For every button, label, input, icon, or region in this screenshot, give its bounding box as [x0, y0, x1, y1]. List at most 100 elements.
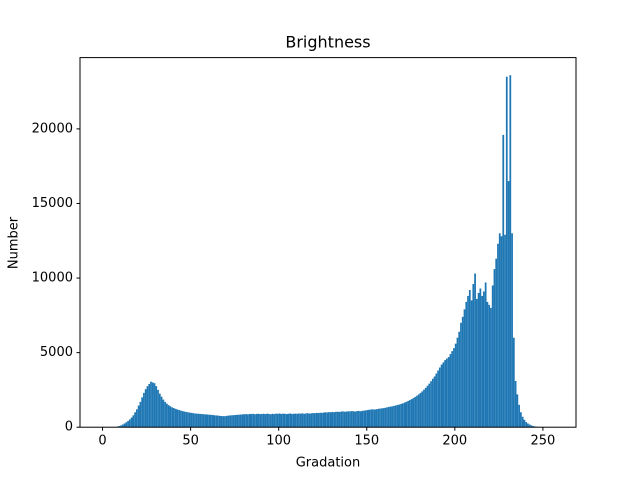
bar — [257, 413, 260, 428]
bar — [416, 395, 418, 428]
bar — [500, 236, 503, 428]
bar — [490, 307, 492, 428]
bar — [269, 414, 272, 428]
bar — [525, 421, 528, 428]
bar — [158, 393, 161, 428]
bar — [350, 411, 353, 428]
bar — [155, 386, 158, 428]
bar — [444, 360, 447, 428]
bars — [111, 75, 545, 428]
bar — [356, 411, 358, 428]
bar — [217, 415, 219, 428]
bar — [150, 381, 152, 428]
bar — [417, 394, 420, 428]
x-tick-label: 250 — [530, 434, 555, 449]
x-tick-label: 100 — [266, 434, 291, 449]
bar — [405, 401, 408, 428]
bar — [299, 413, 302, 428]
bar — [331, 411, 334, 428]
bar — [516, 394, 519, 428]
bar — [505, 76, 508, 428]
bar — [285, 414, 288, 428]
bar — [305, 413, 307, 428]
bar — [379, 408, 381, 428]
bar — [409, 400, 411, 428]
bar — [167, 405, 170, 428]
bar — [527, 423, 529, 428]
bar — [359, 411, 362, 428]
bar — [202, 414, 205, 428]
bar — [292, 413, 295, 428]
bar — [349, 411, 351, 428]
bar — [483, 291, 485, 428]
bar — [232, 415, 235, 428]
bar — [127, 420, 129, 428]
x-tick-label: 50 — [182, 434, 199, 449]
bar — [474, 273, 476, 428]
x-tick-label: 150 — [354, 434, 379, 449]
bar — [502, 134, 505, 428]
y-tick-label: 10000 — [32, 271, 73, 286]
bar — [271, 413, 274, 428]
y-axis-label: Number — [7, 216, 22, 269]
bar — [264, 414, 267, 428]
bar — [324, 412, 327, 428]
y-tick-label: 5000 — [40, 345, 73, 360]
bar — [162, 399, 165, 428]
bar — [294, 413, 297, 428]
bar — [465, 301, 468, 428]
bar — [481, 295, 483, 428]
bar — [143, 392, 145, 428]
bar — [423, 389, 425, 428]
bar — [424, 387, 427, 428]
bar — [396, 404, 399, 428]
bar — [477, 292, 480, 428]
bar — [504, 234, 506, 428]
x-tick-label: 200 — [442, 434, 467, 449]
bar — [224, 416, 226, 428]
bar — [398, 404, 401, 428]
bar — [530, 425, 533, 428]
bar — [467, 295, 469, 428]
bar — [141, 397, 144, 428]
bar — [394, 405, 397, 428]
bar — [368, 409, 371, 428]
bar — [460, 322, 462, 428]
bar — [426, 385, 429, 428]
bar — [386, 407, 388, 428]
bar — [132, 415, 135, 428]
bar — [514, 380, 517, 428]
bar — [303, 413, 306, 428]
bar — [312, 413, 314, 428]
bar — [315, 412, 318, 428]
bar — [151, 382, 154, 428]
bar — [366, 410, 369, 428]
bar — [363, 410, 365, 428]
bar — [213, 415, 216, 428]
bar — [488, 304, 491, 428]
bar — [157, 389, 159, 428]
bar — [239, 414, 242, 428]
bar — [254, 414, 256, 428]
bar — [468, 289, 471, 428]
y-tick-label: 20000 — [32, 121, 73, 136]
bar — [497, 243, 499, 428]
bar — [403, 402, 406, 428]
bar — [173, 408, 175, 428]
bar — [440, 364, 443, 428]
bar — [410, 399, 413, 428]
bar — [428, 383, 431, 428]
bar — [148, 383, 151, 428]
bar — [275, 413, 277, 428]
bar — [493, 269, 496, 428]
bar — [454, 343, 457, 428]
bar — [484, 282, 487, 428]
bar — [461, 316, 464, 428]
bar — [361, 410, 364, 428]
bar — [229, 415, 232, 428]
bar — [507, 181, 510, 428]
bar — [128, 419, 131, 428]
bar — [209, 414, 212, 428]
bar — [118, 426, 121, 428]
